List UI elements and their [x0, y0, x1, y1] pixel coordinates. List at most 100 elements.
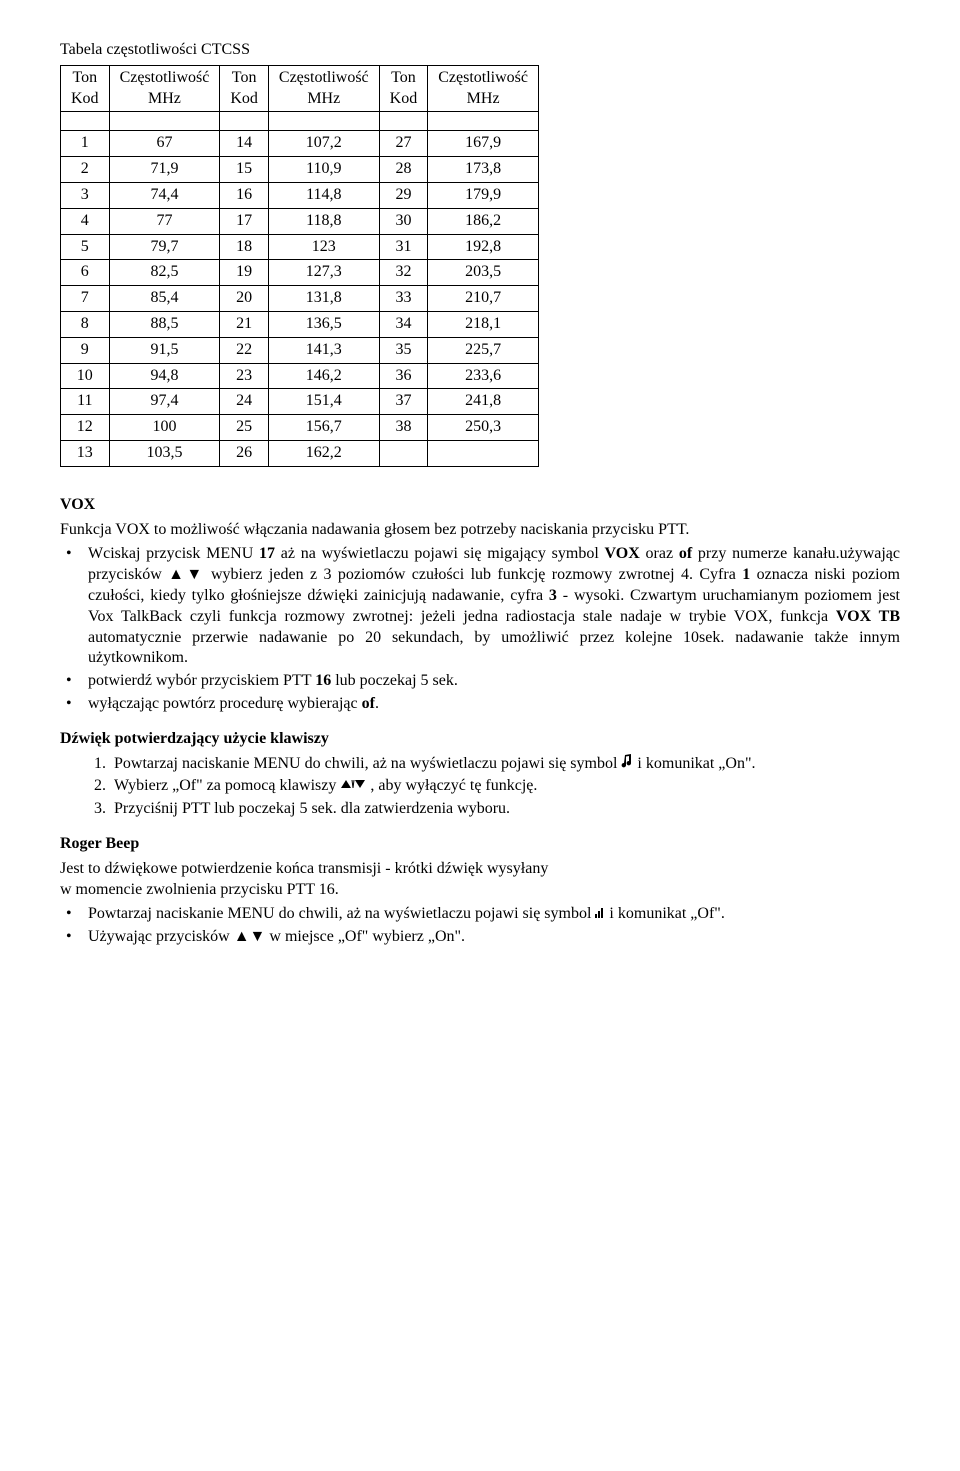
- table-row: 47717118,830186,2: [61, 208, 539, 234]
- table-row: 785,420131,833210,7: [61, 286, 539, 312]
- table-cell: 192,8: [428, 234, 539, 260]
- table-cell: 103,5: [109, 440, 220, 466]
- table-cell: 12: [61, 415, 110, 441]
- table-cell: 127,3: [268, 260, 379, 286]
- ctcss-table: TonKod CzęstotliwośćMHz TonKod Częstotli…: [60, 65, 539, 467]
- table-cell: 7: [61, 286, 110, 312]
- table-cell: 37: [379, 389, 428, 415]
- table-cell: 131,8: [268, 286, 379, 312]
- roger-bullet-1: Powtarzaj naciskanie MENU do chwili, aż …: [88, 904, 900, 925]
- table-cell: 91,5: [109, 337, 220, 363]
- table-cell: 24: [220, 389, 269, 415]
- table-cell: 141,3: [268, 337, 379, 363]
- table-row: 271,915110,928173,8: [61, 157, 539, 183]
- table-cell: 1: [61, 131, 110, 157]
- th-freq-2: CzęstotliwośćMHz: [268, 65, 379, 112]
- table-row: 1210025156,738250,3: [61, 415, 539, 441]
- note-icon: [621, 754, 633, 775]
- table-cell: 210,7: [428, 286, 539, 312]
- table-cell: 156,7: [268, 415, 379, 441]
- keys-item-1: Powtarzaj naciskanie MENU do chwili, aż …: [110, 754, 900, 775]
- table-cell: 82,5: [109, 260, 220, 286]
- table-cell: 94,8: [109, 363, 220, 389]
- table-cell: 33: [379, 286, 428, 312]
- keys-list: Powtarzaj naciskanie MENU do chwili, aż …: [60, 754, 900, 821]
- table-cell: 218,1: [428, 311, 539, 337]
- table-cell: 136,5: [268, 311, 379, 337]
- table-cell: 250,3: [428, 415, 539, 441]
- table-cell: 10: [61, 363, 110, 389]
- table-cell: 77: [109, 208, 220, 234]
- table-cell: 13: [61, 440, 110, 466]
- table-cell: 25: [220, 415, 269, 441]
- roger-title: Roger Beep: [60, 834, 900, 855]
- vox-bullets: Wciskaj przycisk MENU 17 aż na wyświetla…: [60, 544, 900, 714]
- table-cell: 34: [379, 311, 428, 337]
- table-cell: 8: [61, 311, 110, 337]
- table-cell: 146,2: [268, 363, 379, 389]
- bars-icon: [595, 904, 605, 925]
- table-cell: 36: [379, 363, 428, 389]
- th-ton-3: TonKod: [379, 65, 428, 112]
- roger-intro-2: w momencie zwolnienia przycisku PTT 16.: [60, 880, 900, 901]
- table-row: 991,522141,335225,7: [61, 337, 539, 363]
- table-cell: 85,4: [109, 286, 220, 312]
- roger-bullets: Powtarzaj naciskanie MENU do chwili, aż …: [60, 904, 900, 948]
- table-cell: 118,8: [268, 208, 379, 234]
- table-cell: 23: [220, 363, 269, 389]
- table-cell: 97,4: [109, 389, 220, 415]
- table-cell: 123: [268, 234, 379, 260]
- table-cell: 27: [379, 131, 428, 157]
- table-cell: 79,7: [109, 234, 220, 260]
- table-row: 1197,424151,437241,8: [61, 389, 539, 415]
- table-cell: 32: [379, 260, 428, 286]
- table-cell: 6: [61, 260, 110, 286]
- table-cell: 26: [220, 440, 269, 466]
- vox-bullet-3: wyłączając powtórz procedurę wybierając …: [88, 694, 900, 715]
- table-row: 1094,823146,236233,6: [61, 363, 539, 389]
- th-ton-2: TonKod: [220, 65, 269, 112]
- table-cell: 241,8: [428, 389, 539, 415]
- table-cell: 35: [379, 337, 428, 363]
- table-title: Tabela częstotliwości CTCSS: [60, 40, 900, 61]
- table-cell: 88,5: [109, 311, 220, 337]
- table-cell: 173,8: [428, 157, 539, 183]
- table-cell: 151,4: [268, 389, 379, 415]
- table-cell: 15: [220, 157, 269, 183]
- table-cell: 38: [379, 415, 428, 441]
- roger-bullet-2: Używając przycisków ▲▼ w miejsce „Of" wy…: [88, 927, 900, 948]
- table-cell: 17: [220, 208, 269, 234]
- table-row: 888,521136,534218,1: [61, 311, 539, 337]
- table-cell: 71,9: [109, 157, 220, 183]
- table-cell: 67: [109, 131, 220, 157]
- keys-item-2: Wybierz „Of" za pomocą klawiszy , aby wy…: [110, 776, 900, 797]
- keys-title: Dźwięk potwierdzający użycie klawiszy: [60, 729, 900, 750]
- table-cell: 2: [61, 157, 110, 183]
- table-row: 579,71812331192,8: [61, 234, 539, 260]
- table-cell: 16: [220, 182, 269, 208]
- table-cell: 31: [379, 234, 428, 260]
- vox-title: VOX: [60, 495, 900, 516]
- table-cell: 28: [379, 157, 428, 183]
- table-cell: 179,9: [428, 182, 539, 208]
- table-cell: 21: [220, 311, 269, 337]
- table-cell: 5: [61, 234, 110, 260]
- table-cell: 11: [61, 389, 110, 415]
- table-cell: 4: [61, 208, 110, 234]
- table-cell: 186,2: [428, 208, 539, 234]
- table-cell: 233,6: [428, 363, 539, 389]
- th-freq-3: CzęstotliwośćMHz: [428, 65, 539, 112]
- table-cell: 225,7: [428, 337, 539, 363]
- table-cell: 14: [220, 131, 269, 157]
- up-down-icon: [340, 776, 366, 797]
- table-cell: 100: [109, 415, 220, 441]
- table-cell: 203,5: [428, 260, 539, 286]
- vox-bullet-2: potwierdź wybór przyciskiem PTT 16 lub p…: [88, 671, 900, 692]
- table-cell: 110,9: [268, 157, 379, 183]
- table-cell: 29: [379, 182, 428, 208]
- table-row: 16714107,227167,9: [61, 131, 539, 157]
- table-row: 682,519127,332203,5: [61, 260, 539, 286]
- table-cell: [379, 440, 428, 466]
- keys-item-3: Przyciśnij PTT lub poczekaj 5 sek. dla z…: [110, 799, 900, 820]
- table-row: 13103,526162,2: [61, 440, 539, 466]
